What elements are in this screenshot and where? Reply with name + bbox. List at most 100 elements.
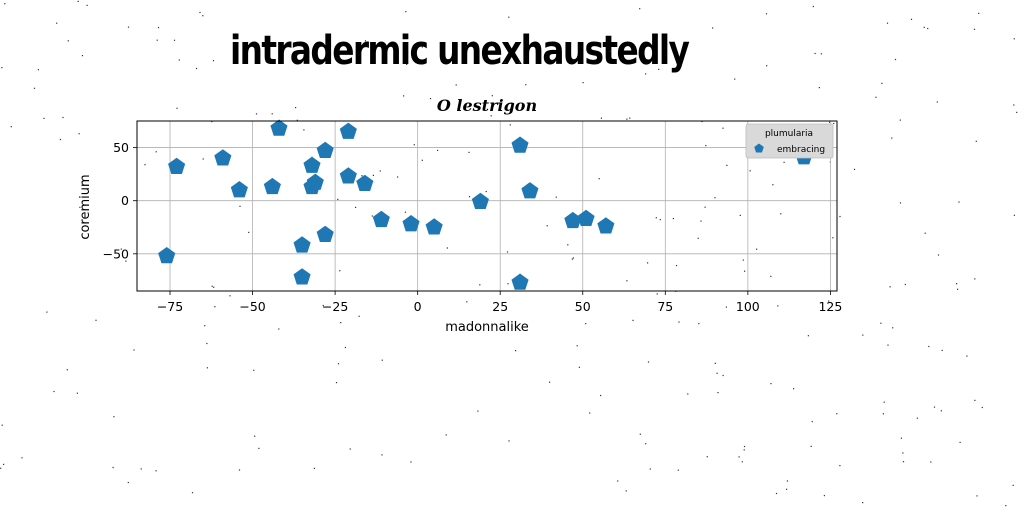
speckle <box>974 278 976 280</box>
speckle <box>508 440 510 442</box>
data-point <box>303 156 321 173</box>
legend-box <box>745 123 834 159</box>
speckle <box>191 492 194 494</box>
speckle <box>555 196 557 198</box>
speckle <box>600 117 602 119</box>
speckle <box>1013 214 1015 216</box>
speckle <box>199 11 201 14</box>
x-tick-label: 50 <box>575 299 591 314</box>
speckle <box>296 119 298 121</box>
speckle <box>381 454 383 456</box>
data-point <box>316 141 334 159</box>
speckle <box>155 470 157 472</box>
speckle <box>639 433 641 435</box>
y-tick-label: 50 <box>113 140 129 155</box>
speckle <box>239 205 241 207</box>
speckle <box>53 390 55 393</box>
chart-title: O lestrigon <box>437 96 537 115</box>
speckle <box>429 98 432 100</box>
speckle <box>786 488 788 490</box>
speckle <box>717 392 719 394</box>
speckle <box>734 78 736 80</box>
speckle <box>339 270 341 272</box>
speckle <box>455 84 457 86</box>
speckle <box>775 492 778 495</box>
speckle <box>37 69 39 71</box>
speckle <box>738 456 740 458</box>
speckle <box>957 288 959 290</box>
x-tick-label: 100 <box>736 299 760 314</box>
data-point <box>511 273 529 290</box>
speckle <box>889 286 891 288</box>
speckle <box>506 251 509 253</box>
speckle <box>749 170 751 172</box>
speckle <box>507 283 509 285</box>
speckle <box>677 469 679 471</box>
speckle <box>975 140 977 142</box>
x-axis-label: madonnalike <box>445 320 529 335</box>
speckle <box>421 159 423 161</box>
speckle <box>56 22 58 24</box>
speckle <box>79 206 81 208</box>
speckle <box>899 202 902 204</box>
speckle <box>697 237 699 239</box>
speckle <box>364 40 367 42</box>
speckle <box>880 322 882 324</box>
speckle <box>372 174 374 176</box>
speckle <box>678 321 680 323</box>
grid-lines <box>137 121 837 291</box>
speckle <box>571 258 573 260</box>
speckle <box>722 127 724 129</box>
speckle <box>59 138 61 141</box>
speckle <box>140 468 142 470</box>
speckle <box>446 247 448 249</box>
speckle <box>839 215 841 218</box>
speckle <box>303 129 305 131</box>
speckle <box>67 40 69 42</box>
speckle <box>525 84 527 86</box>
speckle <box>976 495 978 497</box>
speckle <box>178 59 180 61</box>
speckle <box>238 469 241 471</box>
data-point <box>339 122 357 139</box>
data-point <box>521 182 539 199</box>
speckle <box>706 456 708 458</box>
speckle <box>940 410 942 412</box>
speckle <box>655 217 657 219</box>
speckle <box>211 121 213 123</box>
speckle <box>4 3 6 5</box>
speckle <box>355 206 357 208</box>
speckle <box>981 406 983 409</box>
data-point <box>293 268 311 285</box>
speckle <box>698 323 700 325</box>
speckle <box>862 502 864 504</box>
speckle <box>546 225 548 227</box>
speckle <box>810 445 812 447</box>
data-point <box>471 192 489 210</box>
speckle <box>772 184 774 186</box>
speckle <box>823 495 825 497</box>
speckle <box>725 306 727 308</box>
speckle <box>404 211 406 213</box>
speckle <box>77 0 79 3</box>
data-point <box>270 119 288 136</box>
speckle <box>202 158 204 160</box>
speckle <box>212 60 215 62</box>
speckle <box>609 50 611 53</box>
speckle <box>900 437 902 439</box>
speckle <box>770 383 772 385</box>
speckle <box>714 197 716 199</box>
speckle <box>567 244 569 246</box>
speckle <box>403 95 405 97</box>
speckle <box>937 254 940 256</box>
speckle <box>672 218 674 220</box>
speckle <box>833 122 835 125</box>
data-point <box>402 215 420 232</box>
speckle <box>576 345 578 347</box>
speckle <box>43 117 45 119</box>
y-axis-label: coremium <box>78 174 93 239</box>
speckle <box>62 116 64 119</box>
speckle <box>1 67 3 69</box>
speckle <box>549 381 551 383</box>
